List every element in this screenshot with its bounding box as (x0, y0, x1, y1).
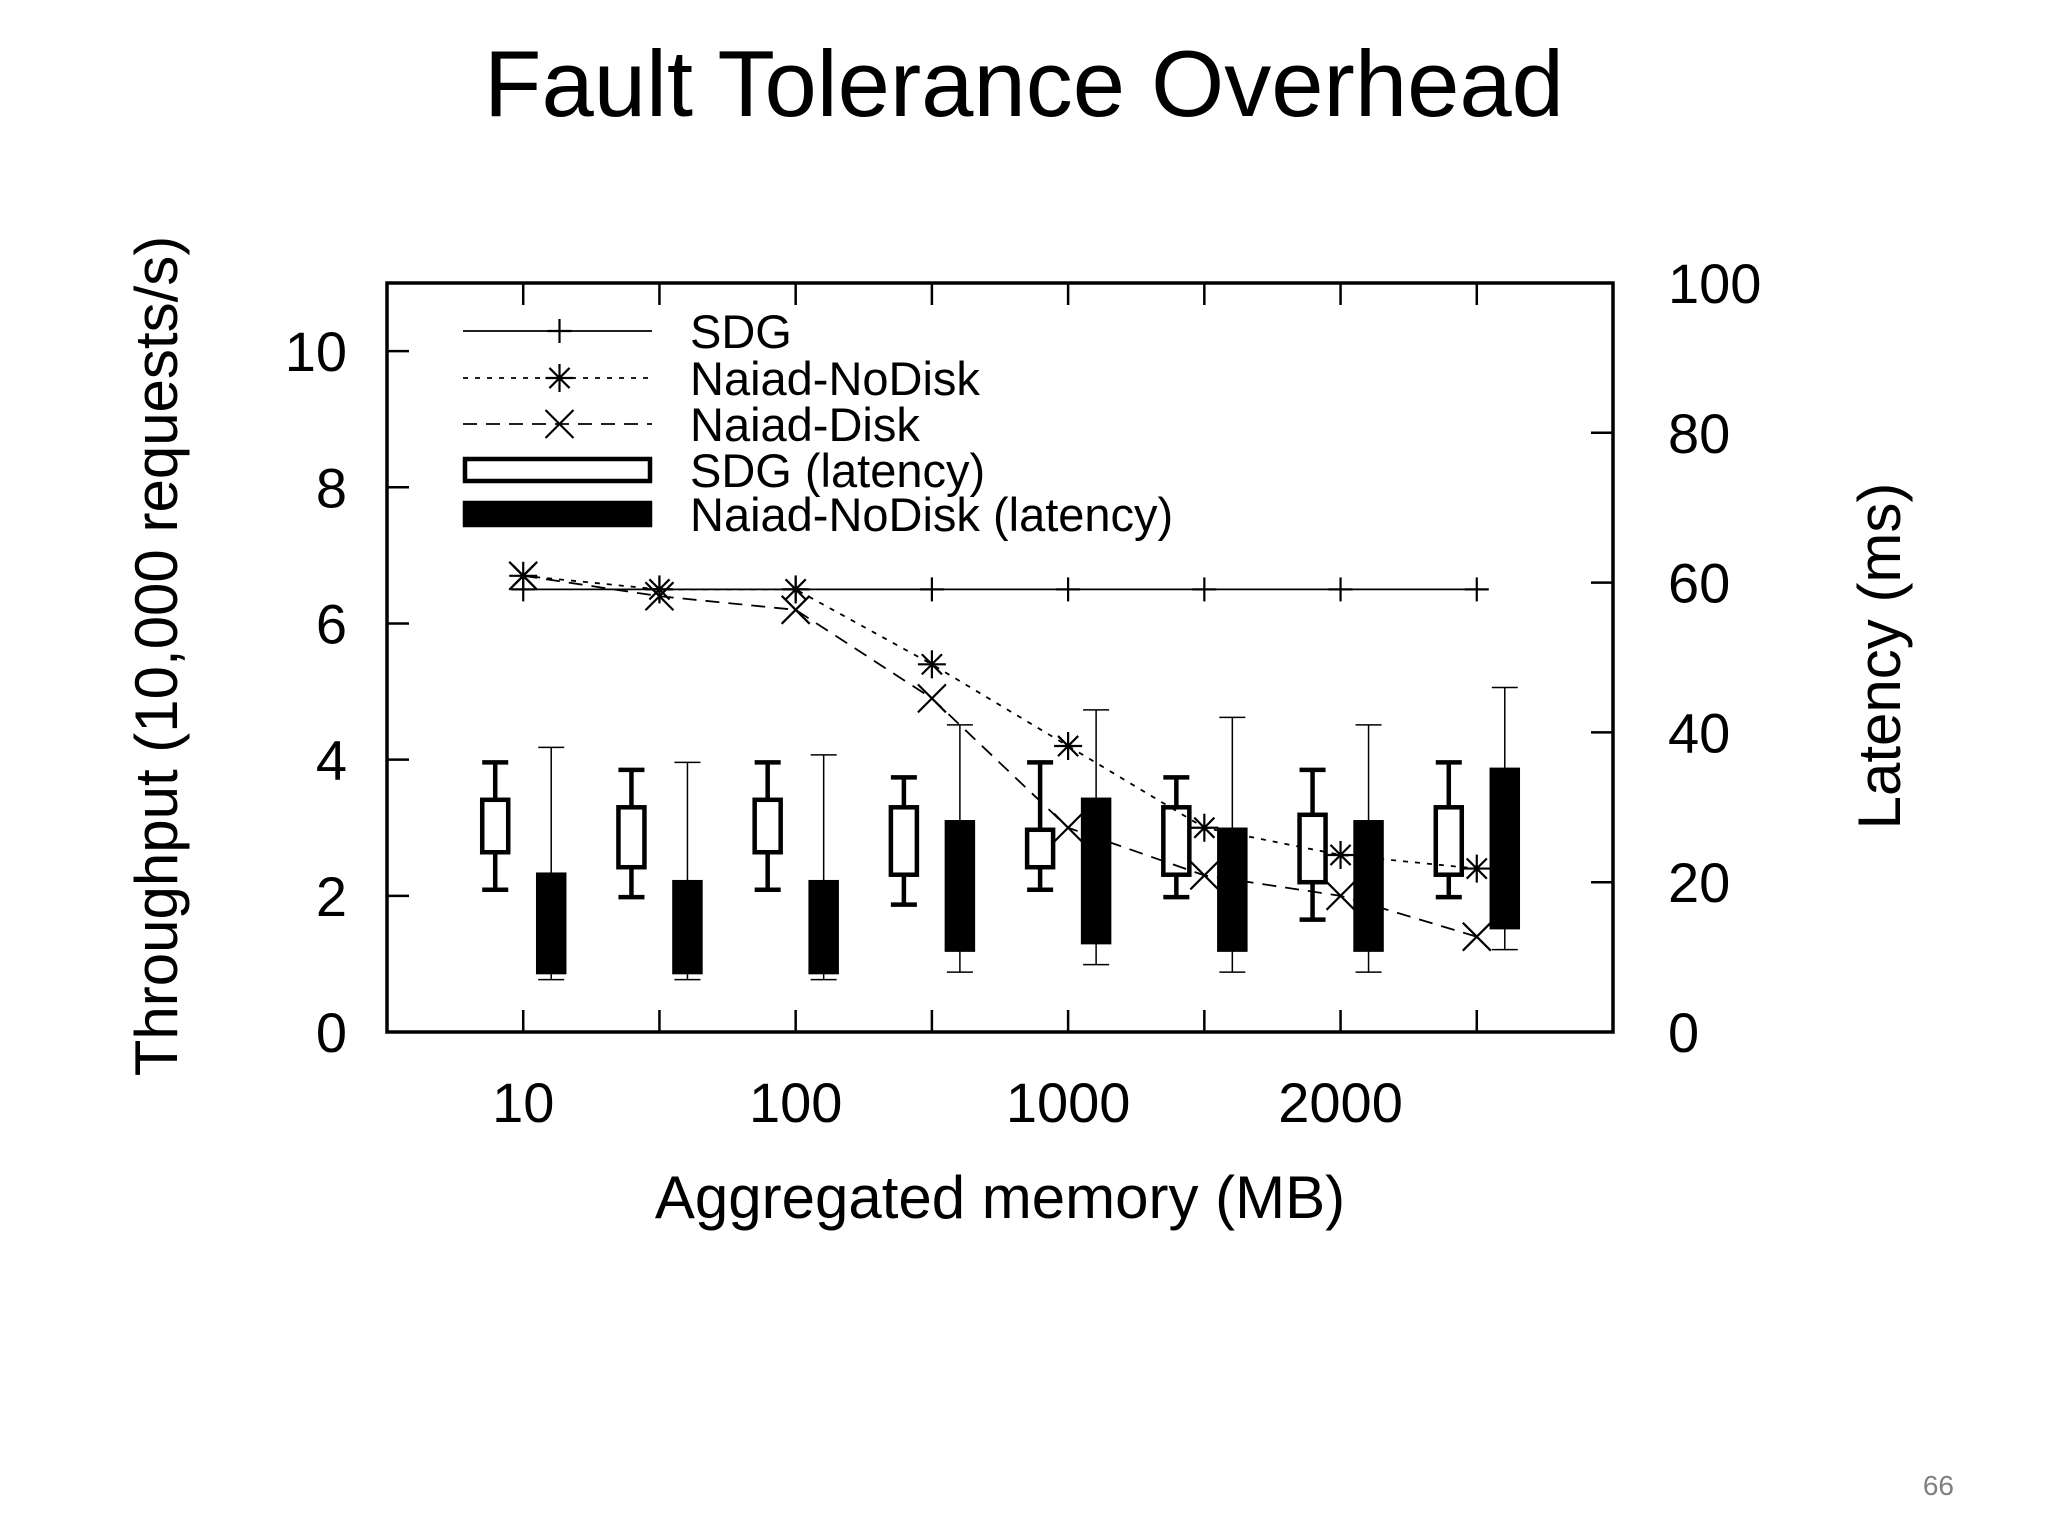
plot-frame (385, 281, 1615, 1034)
y2-tick-label: 40 (1668, 701, 1730, 764)
x-marker-b (917, 683, 947, 714)
naiad-latency-box (535, 746, 567, 981)
y-tick-label: 8 (316, 456, 347, 519)
y-axis-label: Throughput (10,000 requests/s) (123, 236, 190, 1077)
star-marker-b (784, 578, 807, 601)
box-body (672, 879, 703, 975)
series-line (523, 574, 1478, 938)
naiad-latency-box (672, 761, 703, 981)
y2-tick-label: 60 (1668, 552, 1730, 615)
x-axis-label: Aggregated memory (MB) (655, 1164, 1345, 1231)
box-body (808, 879, 839, 975)
box-body (1217, 827, 1248, 952)
naiad-latency-box (1080, 709, 1112, 966)
box-body (1353, 820, 1384, 952)
star-marker-b (548, 367, 571, 389)
series-naiad-nodisk (509, 561, 1491, 883)
box-body (1433, 805, 1465, 877)
x-marker-b (544, 409, 575, 439)
box-body (944, 820, 976, 952)
box-body (1161, 805, 1192, 877)
x-marker-b (1325, 881, 1356, 911)
x-marker-b (1189, 860, 1220, 891)
series-naiad-disk (508, 561, 1492, 952)
legend-item: Naiad-NoDisk (463, 352, 980, 405)
box-body (535, 872, 567, 975)
slide-title: Fault Tolerance Overhead (484, 31, 1564, 136)
box-body (1489, 767, 1521, 930)
latency-boxes (479, 686, 1521, 981)
plot-border (385, 281, 1615, 1034)
sdg-latency-box (616, 767, 647, 900)
page-number: 66 (1922, 1470, 1954, 1501)
sdg-latency-box (1024, 760, 1056, 892)
legend-box (462, 500, 653, 528)
legend-item: SDG (latency) (462, 444, 985, 497)
legend-label: Naiad-Disk (690, 398, 920, 451)
naiad-latency-box (1217, 716, 1248, 973)
box-body (1024, 827, 1056, 870)
sdg-latency-box (1297, 767, 1328, 922)
naiad-latency-box (944, 724, 976, 973)
legend-label: SDG (latency) (690, 444, 985, 497)
y-tick-label: 0 (316, 1001, 347, 1064)
x-tick-label: 1000 (1006, 1071, 1131, 1134)
sdg-latency-box (479, 760, 511, 892)
y2-axis-label: Latency (ms) (1846, 483, 1913, 830)
throughput-lines (508, 561, 1492, 952)
x-marker-b (508, 561, 539, 591)
legend-item: Naiad-NoDisk (latency) (462, 488, 1173, 541)
x-marker-b (644, 581, 675, 611)
x-marker-b (1462, 921, 1492, 952)
box-body (616, 805, 647, 870)
sdg-latency-box (1161, 775, 1192, 900)
star-marker-b (1193, 816, 1216, 839)
box-body (479, 797, 511, 855)
y-tick-label: 10 (285, 320, 347, 383)
y-tick-label: 2 (316, 865, 347, 928)
star-marker-b (648, 578, 671, 601)
box-body (752, 797, 783, 855)
star-marker-b (1057, 735, 1079, 757)
box-body (1080, 797, 1112, 945)
legend-label: SDG (690, 305, 792, 358)
x-tick-label: 2000 (1278, 1071, 1403, 1134)
legend-box (462, 456, 653, 484)
star-marker-b (1329, 844, 1352, 866)
legend-item: SDG (463, 305, 792, 358)
x-tick-label: 100 (749, 1071, 842, 1134)
y2-tick-label: 20 (1668, 851, 1730, 914)
x-tick-label: 10 (492, 1071, 554, 1134)
sdg-latency-box (1433, 760, 1465, 900)
legend-label: Naiad-NoDisk (690, 352, 980, 405)
series-line (523, 574, 1477, 870)
naiad-latency-box (1489, 686, 1521, 951)
sdg-latency-box (752, 760, 783, 892)
y-tick-label: 6 (316, 592, 347, 655)
star-marker-b (1465, 857, 1488, 880)
legend-label: Naiad-NoDisk (latency) (690, 488, 1173, 541)
legend-item: Naiad-Disk (463, 398, 920, 451)
naiad-latency-box (1353, 724, 1384, 973)
sdg-latency-box (888, 775, 920, 907)
y2-tick-label: 0 (1668, 1001, 1699, 1064)
naiad-latency-box (808, 754, 839, 981)
x-marker-b (1053, 812, 1083, 843)
y-tick-label: 4 (316, 729, 347, 792)
box-body (888, 805, 920, 877)
y2-tick-label: 100 (1668, 252, 1761, 315)
y2-tick-label: 80 (1668, 402, 1730, 465)
star-marker-b (921, 653, 943, 676)
x-marker-b (780, 595, 811, 625)
